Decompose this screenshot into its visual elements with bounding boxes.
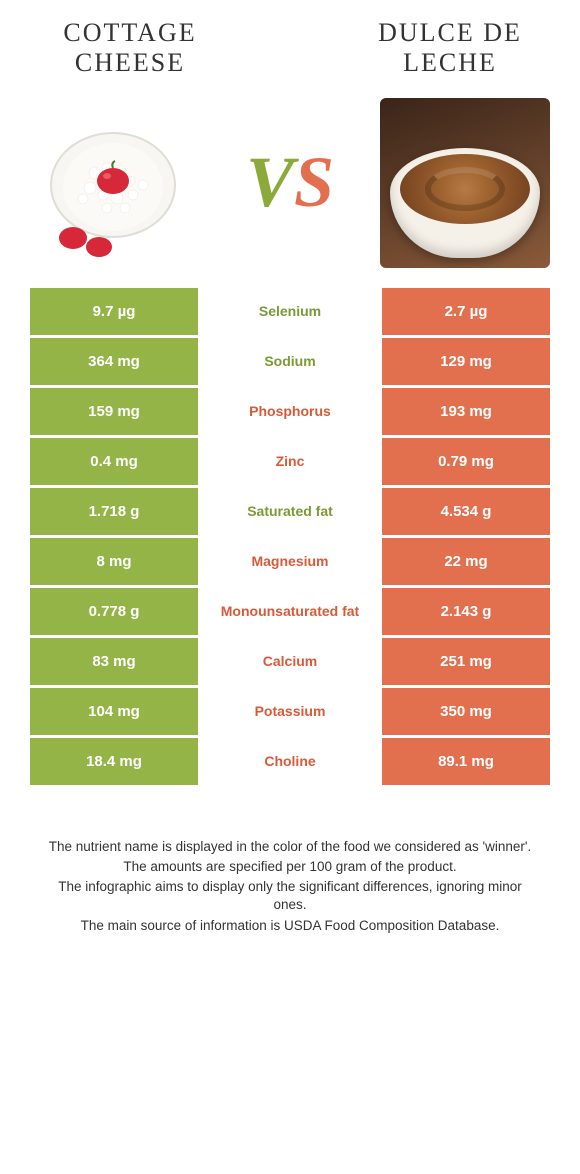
nutrient-label: Phosphorus (198, 388, 382, 435)
left-value: 9.7 µg (30, 288, 198, 335)
nutrient-table: 9.7 µgSelenium2.7 µg364 mgSodium129 mg15… (0, 288, 580, 785)
table-row: 0.778 gMonounsaturated fat2.143 g (30, 588, 550, 635)
right-value: 193 mg (382, 388, 550, 435)
right-value: 251 mg (382, 638, 550, 685)
table-row: 104 mgPotassium350 mg (30, 688, 550, 735)
right-value: 4.534 g (382, 488, 550, 535)
vs-label: VS (246, 141, 334, 224)
left-value: 1.718 g (30, 488, 198, 535)
right-value: 0.79 mg (382, 438, 550, 485)
left-value: 83 mg (30, 638, 198, 685)
header: Cottage cheese Dulce de leche (0, 0, 580, 88)
right-value: 129 mg (382, 338, 550, 385)
left-food-title: Cottage cheese (30, 18, 230, 78)
table-row: 0.4 mgZinc0.79 mg (30, 438, 550, 485)
right-value: 89.1 mg (382, 738, 550, 785)
table-row: 364 mgSodium129 mg (30, 338, 550, 385)
right-food-title: Dulce de leche (350, 18, 550, 78)
footer-line: The infographic aims to display only the… (40, 878, 540, 914)
table-row: 8 mgMagnesium22 mg (30, 538, 550, 585)
nutrient-label: Monounsaturated fat (198, 588, 382, 635)
nutrient-label: Saturated fat (198, 488, 382, 535)
left-value: 0.778 g (30, 588, 198, 635)
vs-s: S (294, 141, 334, 224)
table-row: 159 mgPhosphorus193 mg (30, 388, 550, 435)
nutrient-label: Zinc (198, 438, 382, 485)
right-value: 2.7 µg (382, 288, 550, 335)
left-value: 364 mg (30, 338, 198, 385)
footer-line: The nutrient name is displayed in the co… (40, 838, 540, 856)
table-row: 83 mgCalcium251 mg (30, 638, 550, 685)
footer-line: The amounts are specified per 100 gram o… (40, 858, 540, 876)
left-value: 8 mg (30, 538, 198, 585)
vs-v: V (246, 141, 294, 224)
nutrient-label: Potassium (198, 688, 382, 735)
table-row: 18.4 mgCholine89.1 mg (30, 738, 550, 785)
nutrient-label: Sodium (198, 338, 382, 385)
right-value: 2.143 g (382, 588, 550, 635)
table-row: 1.718 gSaturated fat4.534 g (30, 488, 550, 535)
footer-notes: The nutrient name is displayed in the co… (0, 788, 580, 935)
images-row: VS (0, 88, 580, 288)
left-value: 0.4 mg (30, 438, 198, 485)
nutrient-label: Calcium (198, 638, 382, 685)
right-value: 350 mg (382, 688, 550, 735)
left-value: 104 mg (30, 688, 198, 735)
cottage-cheese-image (30, 98, 200, 268)
left-value: 159 mg (30, 388, 198, 435)
dulce-de-leche-image (380, 98, 550, 268)
left-value: 18.4 mg (30, 738, 198, 785)
right-value: 22 mg (382, 538, 550, 585)
table-row: 9.7 µgSelenium2.7 µg (30, 288, 550, 335)
nutrient-label: Choline (198, 738, 382, 785)
nutrient-label: Magnesium (198, 538, 382, 585)
footer-line: The main source of information is USDA F… (40, 917, 540, 935)
nutrient-label: Selenium (198, 288, 382, 335)
